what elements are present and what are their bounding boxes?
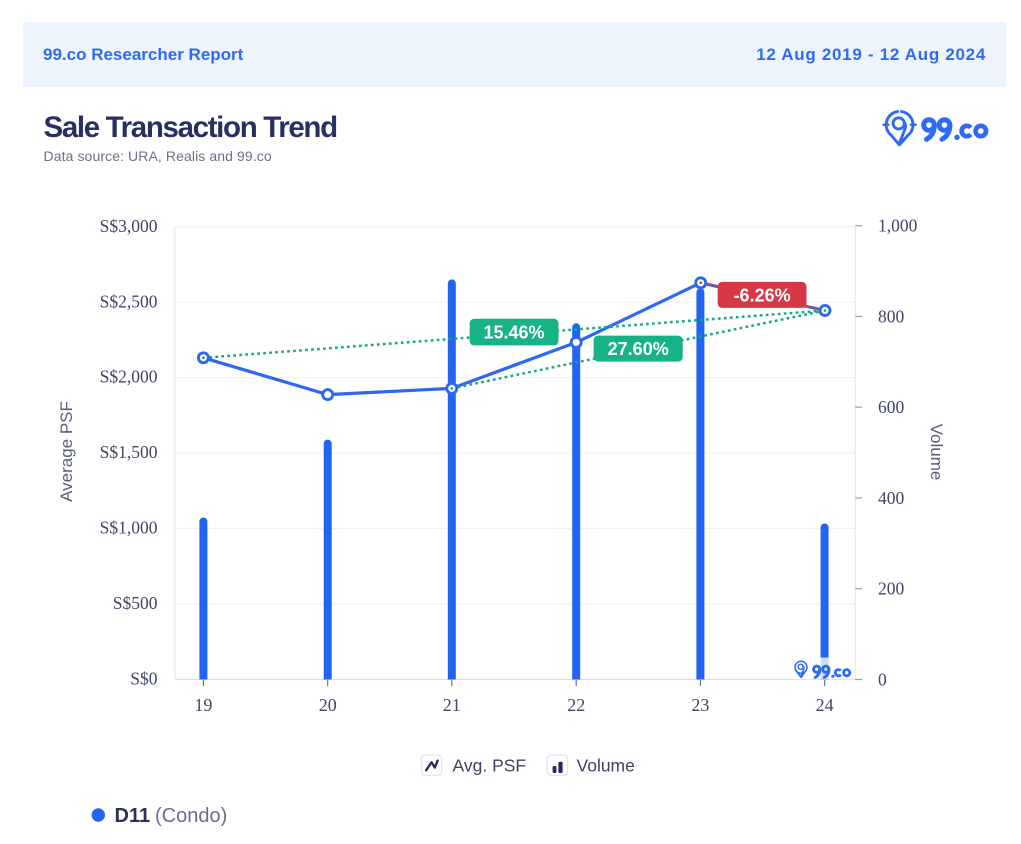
svg-text:D11: D11: [115, 805, 151, 827]
svg-text:24: 24: [816, 695, 834, 715]
svg-text:23: 23: [691, 695, 709, 715]
svg-text:S$1,000: S$1,000: [100, 518, 158, 538]
svg-text:S$0: S$0: [130, 669, 157, 689]
svg-text:Sale Transaction Trend: Sale Transaction Trend: [44, 111, 338, 144]
svg-text:27.60%: 27.60%: [608, 339, 669, 359]
svg-text:22: 22: [567, 695, 585, 715]
svg-text:S$2,500: S$2,500: [100, 291, 158, 311]
svg-text:Data source: URA, Realis and 9: Data source: URA, Realis and 99.co: [44, 148, 272, 164]
svg-text:20: 20: [319, 695, 337, 715]
svg-text:200: 200: [878, 579, 905, 599]
svg-text:99.co Researcher Report: 99.co Researcher Report: [43, 45, 244, 64]
svg-text:S$3,000: S$3,000: [100, 216, 158, 236]
svg-text:S$2,000: S$2,000: [100, 367, 158, 387]
svg-text:19: 19: [194, 695, 212, 715]
svg-text:21: 21: [443, 695, 461, 715]
svg-text:15.46%: 15.46%: [483, 323, 544, 343]
svg-text:12 Aug 2019 - 12 Aug 2024: 12 Aug 2019 - 12 Aug 2024: [756, 45, 986, 64]
svg-text:800: 800: [878, 307, 905, 327]
svg-text:(Condo): (Condo): [155, 805, 227, 827]
svg-text:Volume: Volume: [577, 756, 635, 776]
svg-text:S$1,500: S$1,500: [100, 442, 158, 462]
svg-text:Avg. PSF: Avg. PSF: [453, 756, 527, 776]
svg-text:Average PSF: Average PSF: [57, 401, 76, 502]
svg-text:600: 600: [878, 397, 905, 417]
svg-text:-6.26%: -6.26%: [734, 286, 791, 306]
svg-text:S$500: S$500: [113, 593, 158, 613]
svg-text:0: 0: [878, 670, 887, 690]
svg-text:1,000: 1,000: [878, 216, 918, 236]
svg-text:Volume: Volume: [927, 424, 946, 481]
svg-text:400: 400: [878, 488, 905, 508]
